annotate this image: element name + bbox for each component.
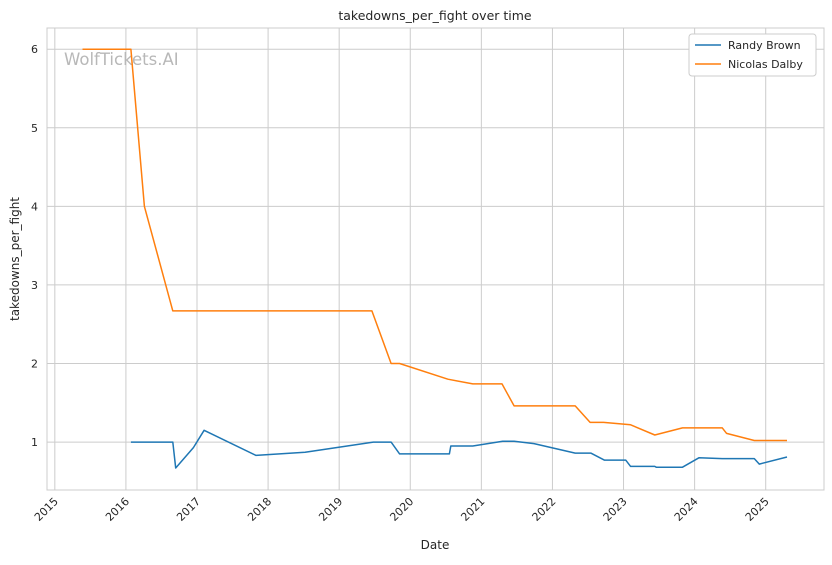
y-tick-label: 1	[31, 436, 38, 449]
y-tick-label: 6	[31, 43, 38, 56]
y-tick-label: 5	[31, 122, 38, 135]
x-tick-labels: 2015 2016 2017 2018 2019 2020 2021 2022 2023 2024…	[32, 495, 772, 524]
x-tick-label: 2016	[103, 495, 132, 524]
legend-label-nicolas-dalby: Nicolas Dalby	[728, 58, 803, 71]
y-tick-labels: 1 2 3 4 5 6	[31, 43, 38, 449]
y-tick-label: 4	[31, 200, 38, 213]
x-tick-label: 2020	[387, 495, 416, 524]
x-tick-label: 2021	[458, 495, 487, 524]
x-tick-label: 2018	[245, 495, 274, 524]
series-line-nicolas-dalby	[82, 48, 787, 442]
x-tick-label: 2025	[743, 495, 772, 524]
x-tick-label: 2023	[601, 495, 630, 524]
plot-area	[46, 27, 825, 491]
x-tick-label: 2017	[174, 495, 203, 524]
chart-title: takedowns_per_fight over time	[338, 8, 532, 23]
legend-label-randy-brown: Randy Brown	[728, 39, 801, 52]
x-tick-label: 2015	[32, 495, 61, 524]
y-tick-label: 3	[31, 279, 38, 292]
x-tick-label: 2019	[316, 495, 345, 524]
y-axis-label: takedowns_per_fight	[8, 197, 22, 321]
watermark: WolfTickets.AI	[64, 50, 179, 69]
y-tick-label: 2	[31, 358, 38, 371]
legend: Randy Brown Nicolas Dalby	[688, 33, 817, 77]
series-line-randy-brown	[130, 429, 788, 469]
x-tick-label: 2024	[672, 495, 701, 524]
x-axis-label: Date	[421, 538, 450, 552]
series-lines	[82, 48, 788, 469]
x-tick-label: 2022	[530, 495, 559, 524]
grid	[47, 28, 824, 490]
